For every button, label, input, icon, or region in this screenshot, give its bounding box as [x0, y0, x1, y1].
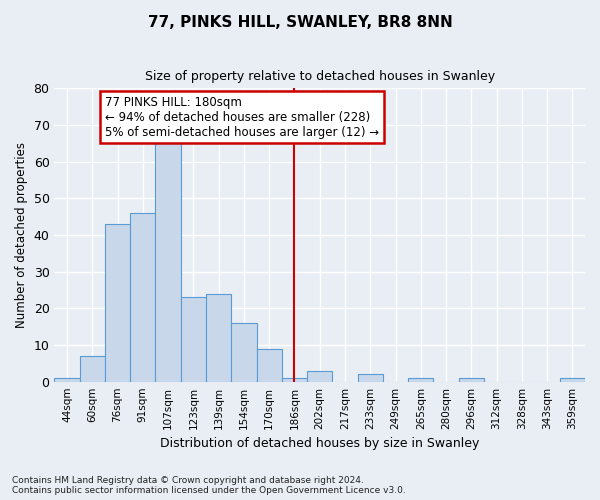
Bar — [408, 378, 433, 382]
Title: Size of property relative to detached houses in Swanley: Size of property relative to detached ho… — [145, 70, 495, 83]
Text: 77, PINKS HILL, SWANLEY, BR8 8NN: 77, PINKS HILL, SWANLEY, BR8 8NN — [148, 15, 452, 30]
Bar — [206, 294, 231, 382]
X-axis label: Distribution of detached houses by size in Swanley: Distribution of detached houses by size … — [160, 437, 479, 450]
Y-axis label: Number of detached properties: Number of detached properties — [15, 142, 28, 328]
Bar — [282, 378, 307, 382]
Bar — [358, 374, 383, 382]
Bar — [155, 144, 181, 382]
Text: Contains HM Land Registry data © Crown copyright and database right 2024.
Contai: Contains HM Land Registry data © Crown c… — [12, 476, 406, 495]
Text: 77 PINKS HILL: 180sqm
← 94% of detached houses are smaller (228)
5% of semi-deta: 77 PINKS HILL: 180sqm ← 94% of detached … — [105, 96, 379, 138]
Bar — [130, 213, 155, 382]
Bar — [257, 348, 282, 382]
Bar — [181, 298, 206, 382]
Bar — [105, 224, 130, 382]
Bar — [458, 378, 484, 382]
Bar — [307, 370, 332, 382]
Bar — [80, 356, 105, 382]
Bar — [231, 323, 257, 382]
Bar — [55, 378, 80, 382]
Bar — [560, 378, 585, 382]
